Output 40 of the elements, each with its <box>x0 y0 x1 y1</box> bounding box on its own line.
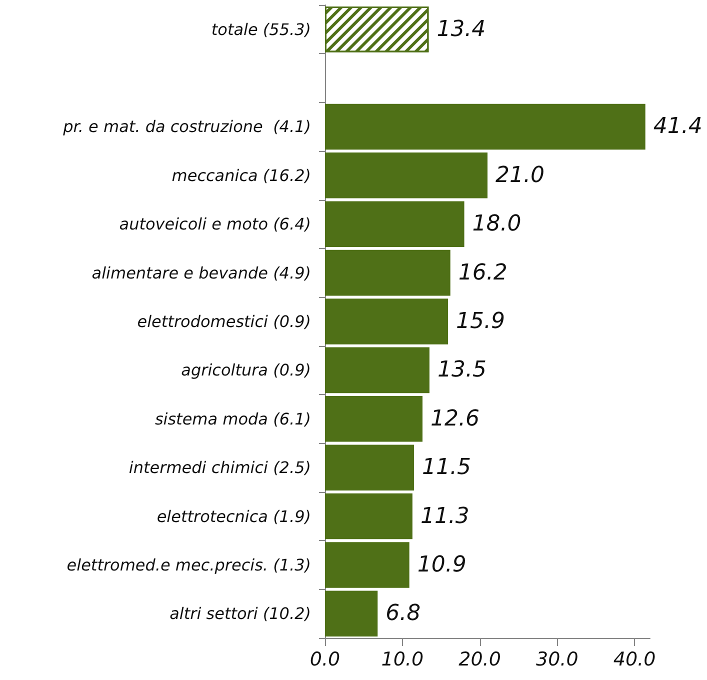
data-label: 11.5 <box>422 455 471 480</box>
bar <box>325 250 450 296</box>
data-label: 21.0 <box>496 162 544 188</box>
y-tick-label: autoveicoli e moto (6.4) <box>119 214 311 234</box>
bar <box>325 493 412 540</box>
data-label: 10.9 <box>417 552 466 578</box>
x-tick-label: 0.0 <box>310 648 340 670</box>
bar <box>325 444 414 490</box>
data-label: 41.4 <box>653 114 702 140</box>
data-label: 13.5 <box>437 358 486 383</box>
x-tick-label: 20.0 <box>458 648 501 670</box>
data-label: 15.9 <box>456 309 506 334</box>
data-label: 13.4 <box>436 16 486 42</box>
data-label: 11.3 <box>420 504 470 529</box>
bar <box>325 152 488 198</box>
bar <box>325 298 448 344</box>
y-tick-label: altri settori (10.2) <box>170 604 311 624</box>
bar <box>325 542 410 588</box>
y-tick-label: pr. e mat. da costruzione (4.1) <box>62 117 311 136</box>
data-label: 16.2 <box>458 260 508 286</box>
y-tick-label: sistema moda (6.1) <box>154 409 311 428</box>
y-tick-label: agricoltura (0.9) <box>181 360 311 380</box>
data-label: 6.8 <box>386 601 421 626</box>
bar <box>325 201 464 247</box>
y-tick-label: intermedi chimici (2.5) <box>128 458 311 478</box>
y-tick-label: meccanica (16.2) <box>172 166 311 185</box>
y-tick-label: alimentare e bevande (4.9) <box>92 263 311 282</box>
y-tick-label: elettrotecnica (1.9) <box>156 506 311 526</box>
bar <box>325 347 430 394</box>
bar <box>325 396 422 442</box>
data-label: 12.6 <box>430 406 480 432</box>
data-label: 18.0 <box>472 212 522 237</box>
y-tick-label: totale (55.3) <box>211 20 311 39</box>
y-tick-label: elettromed.e mec.precis. (1.3) <box>66 555 311 574</box>
x-tick-label: 10.0 <box>381 648 424 670</box>
y-tick-label: elettrodomestici (0.9) <box>137 312 311 331</box>
x-tick-label: 30.0 <box>536 648 578 670</box>
bar <box>325 104 646 150</box>
x-tick-label: 40.0 <box>613 648 656 670</box>
bar <box>325 590 378 637</box>
